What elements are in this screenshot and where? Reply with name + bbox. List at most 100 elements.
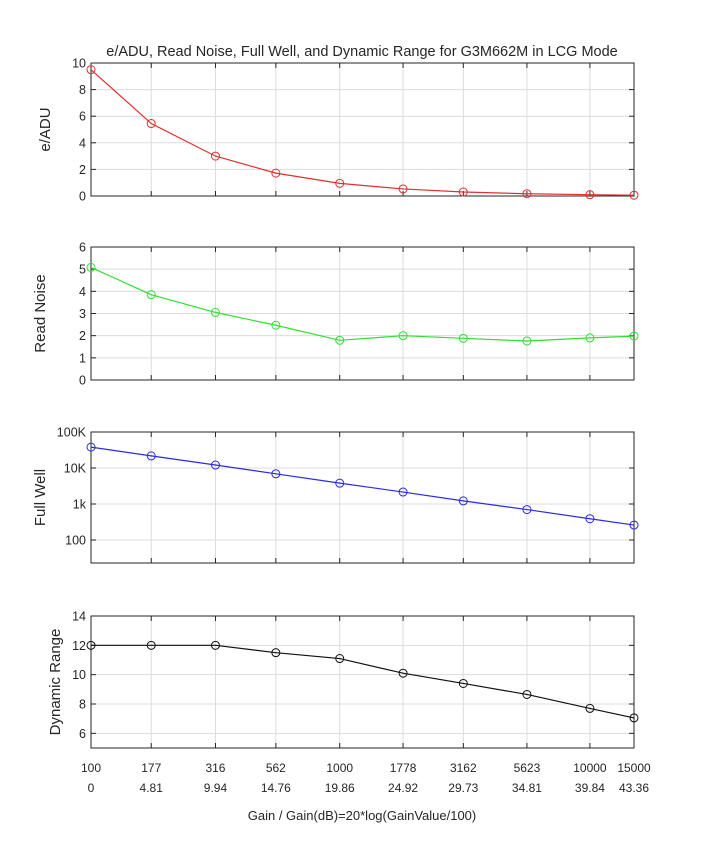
data-point bbox=[458, 333, 468, 343]
series-line bbox=[91, 644, 635, 719]
series-line bbox=[90, 69, 635, 196]
data-point bbox=[398, 487, 408, 497]
data-point bbox=[398, 331, 408, 341]
data-point bbox=[585, 703, 595, 713]
y-tick-label: 8 bbox=[79, 83, 86, 97]
data-point bbox=[86, 442, 96, 452]
y-tick-label: 8 bbox=[79, 698, 86, 712]
y-tick-label: 5 bbox=[79, 263, 86, 277]
data-point bbox=[335, 654, 345, 664]
data-point bbox=[522, 505, 532, 515]
data-point bbox=[86, 262, 96, 272]
y-tick-label: 4 bbox=[79, 285, 86, 299]
data-point bbox=[146, 640, 156, 650]
x-tick-label-gain: 10000 bbox=[573, 761, 607, 775]
data-point bbox=[335, 478, 345, 488]
data-point bbox=[398, 184, 408, 194]
data-point bbox=[146, 451, 156, 461]
data-point bbox=[398, 668, 408, 678]
data-point bbox=[210, 640, 220, 650]
data-point bbox=[458, 187, 468, 197]
plot-area bbox=[91, 616, 634, 748]
data-point bbox=[522, 336, 532, 346]
x-tick-label-db: 0 bbox=[88, 781, 95, 795]
y-tick-label: 10K bbox=[64, 462, 87, 476]
data-point bbox=[335, 178, 345, 188]
series-line bbox=[90, 266, 635, 342]
y-axis-label: Dynamic Range bbox=[47, 629, 64, 736]
data-point bbox=[629, 190, 639, 200]
x-tick-label-db: 19.86 bbox=[325, 781, 355, 795]
data-point bbox=[458, 678, 468, 688]
x-axis-label: Gain / Gain(dB)=20*log(GainValue/100) bbox=[248, 808, 476, 823]
data-point bbox=[585, 333, 595, 343]
x-tick-label-gain: 3162 bbox=[450, 761, 477, 775]
y-tick-label: 2 bbox=[79, 163, 86, 177]
y-tick-label: 6 bbox=[79, 241, 86, 255]
y-axis-label: Read Noise bbox=[32, 274, 49, 352]
x-tick-label-gain: 1000 bbox=[326, 761, 353, 775]
y-tick-label: 1 bbox=[79, 351, 86, 365]
x-tick-label-db: 29.73 bbox=[448, 781, 478, 795]
data-point bbox=[522, 189, 532, 199]
x-tick-label-gain: 1778 bbox=[390, 761, 417, 775]
data-point bbox=[271, 648, 281, 658]
data-point bbox=[271, 469, 281, 479]
plot-area bbox=[91, 432, 634, 563]
y-tick-label: 10 bbox=[72, 57, 86, 71]
data-point bbox=[210, 151, 220, 161]
x-tick-label-db: 4.81 bbox=[140, 781, 164, 795]
panel-1: 0 2 4 6 8 10 e/ADU bbox=[37, 57, 639, 204]
x-tick-label-gain: 562 bbox=[266, 761, 286, 775]
y-tick-label: 14 bbox=[72, 610, 86, 624]
y-tick-label: 2 bbox=[79, 329, 86, 343]
data-point bbox=[271, 320, 281, 330]
x-tick-label-gain: 177 bbox=[141, 761, 161, 775]
data-point bbox=[146, 119, 156, 129]
x-tick-label-db: 9.94 bbox=[204, 781, 228, 795]
plot-frame bbox=[90, 246, 635, 381]
data-point bbox=[335, 335, 345, 345]
data-point bbox=[629, 331, 639, 341]
x-tick-label-gain: 5623 bbox=[514, 761, 541, 775]
data-point bbox=[585, 190, 595, 200]
data-point bbox=[86, 640, 96, 650]
x-tick-label-db: 39.84 bbox=[575, 781, 605, 795]
y-axis-label: Full Well bbox=[32, 469, 49, 526]
panel-4: 6 8 10 12 14 Dynamic Range bbox=[47, 610, 639, 749]
y-tick-label: 4 bbox=[79, 136, 86, 150]
y-tick-label: 100K bbox=[57, 426, 87, 440]
x-tick-label-db: 43.36 bbox=[619, 781, 649, 795]
x-tick-label-db: 14.76 bbox=[261, 781, 291, 795]
data-point bbox=[585, 514, 595, 524]
y-tick-label: 12 bbox=[72, 639, 86, 653]
data-point bbox=[210, 460, 220, 470]
x-tick-label-gain: 100 bbox=[81, 761, 101, 775]
chart-title: e/ADU, Read Noise, Full Well, and Dynami… bbox=[106, 44, 617, 60]
series-line bbox=[90, 446, 635, 526]
y-tick-label: 1k bbox=[73, 498, 87, 512]
y-tick-label: 0 bbox=[79, 374, 86, 388]
data-point bbox=[629, 520, 639, 530]
panel-2: 0 1 2 3 4 5 6 Read Noise bbox=[32, 241, 639, 388]
panel-3: 100 1k 10K 100K Full Well bbox=[32, 426, 639, 564]
data-point bbox=[86, 65, 96, 75]
x-tick-label-gain: 15000 bbox=[617, 761, 651, 775]
plot-frame bbox=[90, 431, 635, 564]
data-point bbox=[146, 290, 156, 300]
y-tick-label: 6 bbox=[79, 727, 86, 741]
y-tick-label: 3 bbox=[79, 307, 86, 321]
data-point bbox=[522, 689, 532, 699]
data-point bbox=[210, 307, 220, 317]
y-tick-label: 6 bbox=[79, 110, 86, 124]
data-point bbox=[271, 168, 281, 178]
plot-area bbox=[91, 63, 634, 196]
x-tick-label-gain: 316 bbox=[205, 761, 225, 775]
data-point bbox=[458, 496, 468, 506]
y-tick-label: 10 bbox=[72, 668, 86, 682]
data-point bbox=[629, 713, 639, 723]
x-tick-label-db: 34.81 bbox=[512, 781, 542, 795]
y-tick-label: 0 bbox=[79, 190, 86, 204]
y-axis-label: e/ADU bbox=[37, 107, 54, 151]
